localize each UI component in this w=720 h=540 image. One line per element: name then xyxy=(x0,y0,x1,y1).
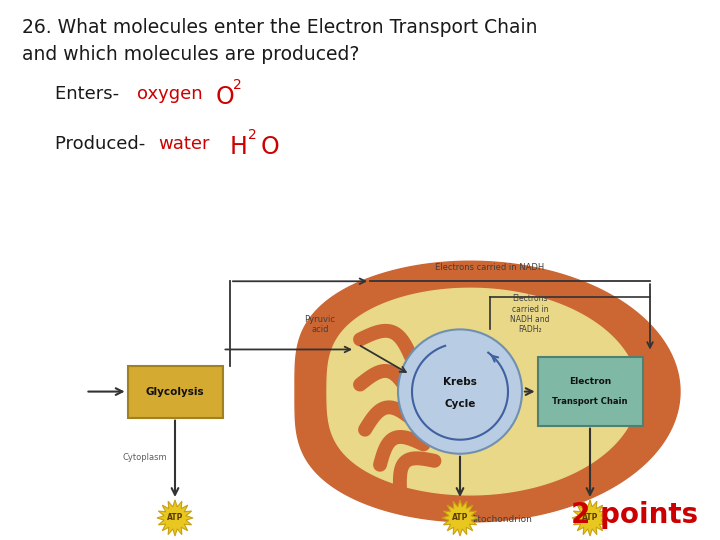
Text: ATP: ATP xyxy=(167,514,183,522)
Text: Electrons carried in NADH: Electrons carried in NADH xyxy=(436,263,544,272)
Text: 2 points: 2 points xyxy=(571,501,698,529)
Text: 26. What molecules enter the Electron Transport Chain: 26. What molecules enter the Electron Tr… xyxy=(22,18,538,37)
Text: Pyruvic
acid: Pyruvic acid xyxy=(305,315,336,334)
Polygon shape xyxy=(295,261,680,522)
Text: Transport Chain: Transport Chain xyxy=(552,397,628,406)
Text: O: O xyxy=(261,135,280,159)
Text: Cycle: Cycle xyxy=(444,399,476,409)
Text: O: O xyxy=(216,85,235,109)
Text: water: water xyxy=(158,135,210,153)
Text: ATP: ATP xyxy=(452,514,468,522)
Circle shape xyxy=(398,329,522,454)
Text: ATP: ATP xyxy=(582,514,598,522)
Text: Mitochondrion: Mitochondrion xyxy=(467,516,532,524)
Polygon shape xyxy=(442,500,478,536)
Text: Krebs: Krebs xyxy=(443,376,477,387)
Text: Electron: Electron xyxy=(569,377,611,386)
Text: Electrons
carried in
NADH and
FADH₂: Electrons carried in NADH and FADH₂ xyxy=(510,294,550,334)
Polygon shape xyxy=(327,288,638,495)
Text: 2: 2 xyxy=(233,78,242,92)
Text: 2: 2 xyxy=(248,128,257,142)
Text: Glycolysis: Glycolysis xyxy=(145,387,204,396)
Polygon shape xyxy=(572,500,608,536)
Text: Enters-: Enters- xyxy=(55,85,125,103)
FancyBboxPatch shape xyxy=(538,357,642,426)
Text: H: H xyxy=(230,135,248,159)
Text: Cytoplasm: Cytoplasm xyxy=(122,453,167,462)
FancyBboxPatch shape xyxy=(127,366,222,417)
Polygon shape xyxy=(157,500,193,536)
Text: Produced-: Produced- xyxy=(55,135,151,153)
Text: oxygen: oxygen xyxy=(137,85,202,103)
Text: and which molecules are produced?: and which molecules are produced? xyxy=(22,45,359,64)
